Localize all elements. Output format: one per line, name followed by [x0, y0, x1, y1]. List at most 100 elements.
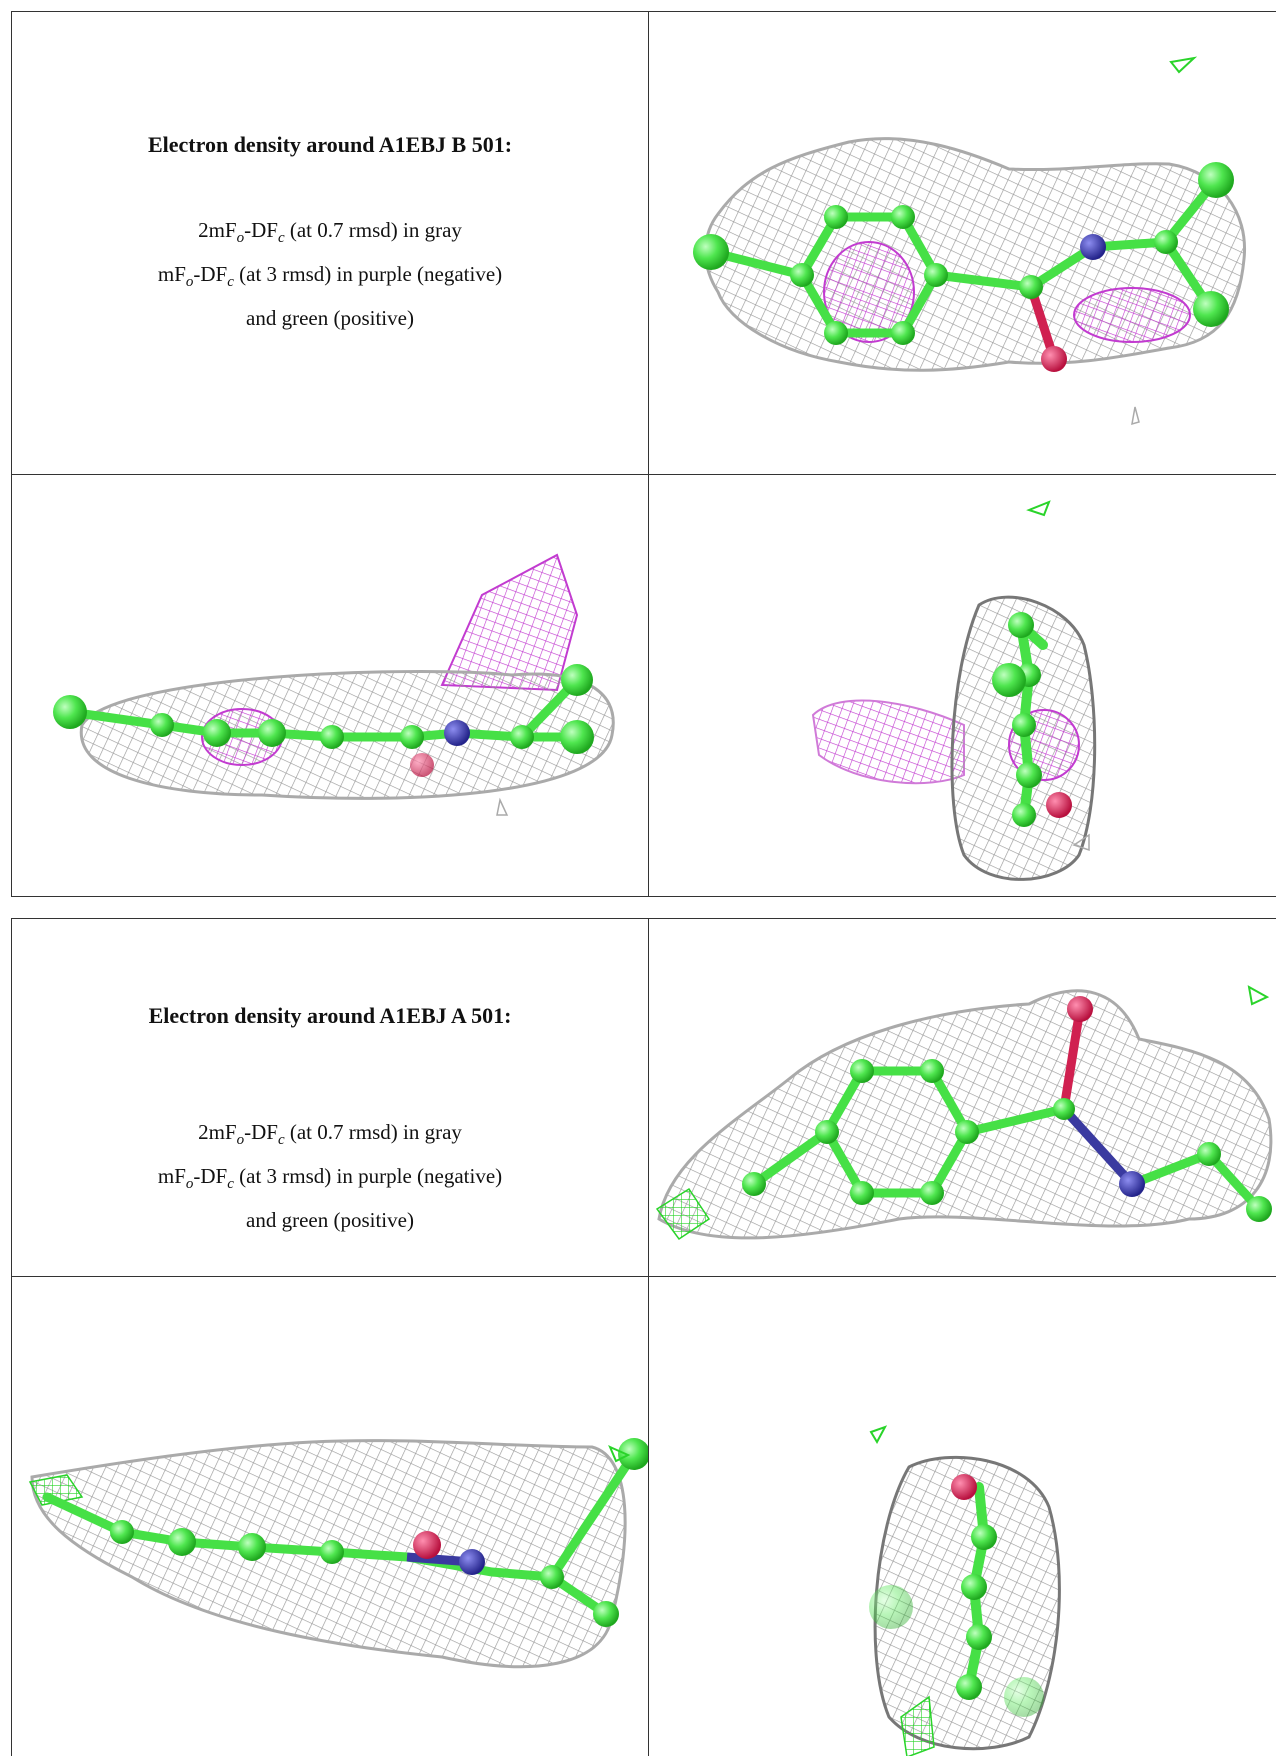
mesh-shape — [320, 1540, 344, 1564]
mesh-shape — [203, 719, 231, 747]
mesh-shape — [440, 553, 579, 692]
mesh-shape — [150, 713, 174, 737]
mesh-shape — [1019, 275, 1043, 299]
mesh-shape — [1046, 792, 1072, 818]
mesh-shape — [742, 1172, 766, 1196]
mesh-shape — [1060, 1105, 1136, 1188]
mesh-shape — [1026, 500, 1051, 517]
mesh-shape — [110, 1520, 134, 1544]
mesh-shape — [900, 1695, 935, 1756]
mesh-shape — [110, 1438, 649, 1627]
subscript: o — [185, 274, 194, 291]
mesh-shape — [1072, 833, 1090, 852]
text-cell: Electron density around A1EBJ A 501: 2mF… — [11, 918, 649, 1277]
legend-line: and green (positive) — [12, 1202, 648, 1238]
mesh-shape — [1008, 612, 1034, 638]
subscript: o — [185, 1176, 194, 1193]
mesh-shape — [400, 725, 424, 749]
mesh-shape — [1004, 1677, 1044, 1717]
legend: 2mFo-DFc (at 0.7 rmsd) in gray mFo-DFc (a… — [12, 212, 648, 336]
mesh-shape — [560, 720, 594, 754]
mesh-shape — [510, 725, 534, 749]
mesh-shape — [1131, 406, 1140, 426]
density-image — [28, 1438, 649, 1669]
legend-line: 2mFo-DFc (at 0.7 rmsd) in gray — [12, 212, 648, 256]
text-cell: Electron density around A1EBJ B 501: 2mF… — [11, 11, 649, 475]
legend-text: (at 3 rmsd) in purple (negative) — [233, 1164, 503, 1189]
mesh-shape — [815, 1120, 839, 1144]
legend-text: -DF — [244, 218, 278, 242]
image-cell — [648, 918, 1276, 1277]
mesh-shape — [53, 695, 87, 729]
subscript: c — [227, 274, 234, 291]
mesh-shape — [1198, 162, 1234, 198]
mesh-shape — [869, 1425, 888, 1445]
mesh-shape — [608, 1445, 631, 1463]
mesh-shape — [593, 1601, 619, 1627]
mesh-shape — [992, 612, 1042, 827]
legend-text: (at 3 rmsd) in purple (negative) — [233, 262, 503, 287]
legend: 2mFo-DFc (at 0.7 rmsd) in gray mFo-DFc (a… — [12, 1114, 648, 1238]
panel-title: Electron density around A1EBJ A 501: — [148, 1003, 512, 1028]
mesh-shape — [238, 1533, 266, 1561]
mesh-shape — [1154, 230, 1178, 254]
mesh-shape — [955, 1120, 979, 1144]
mesh-shape — [1247, 985, 1270, 1006]
mesh-shape — [1053, 1098, 1075, 1120]
density-image — [869, 1425, 1061, 1756]
mesh-shape — [824, 205, 848, 229]
mesh-shape — [971, 1524, 997, 1550]
mesh-shape — [258, 719, 286, 747]
mesh-shape — [811, 699, 965, 785]
density-image — [53, 553, 615, 816]
legend-text: (at 0.7 rmsd) in gray — [284, 218, 462, 242]
mesh-shape — [618, 1438, 649, 1470]
mesh-shape — [1197, 1142, 1221, 1166]
subscript: o — [236, 230, 245, 247]
mesh-shape — [410, 753, 434, 777]
subscript: c — [227, 1176, 234, 1193]
image-cell — [11, 474, 649, 897]
legend-line: mFo-DFc (at 3 rmsd) in purple (negative) — [12, 1158, 648, 1202]
mesh-shape — [924, 263, 948, 287]
mesh-shape — [1246, 1196, 1272, 1222]
density-image — [811, 500, 1097, 881]
mesh-shape — [956, 1524, 997, 1700]
mesh-shape — [790, 263, 814, 287]
mesh-shape — [561, 664, 593, 696]
mesh-shape — [1012, 713, 1036, 737]
image-cell — [648, 1276, 1276, 1756]
mesh-shape — [869, 1585, 913, 1629]
mesh-shape — [1119, 1171, 1145, 1197]
mesh-shape — [1041, 346, 1067, 372]
mesh-shape — [1080, 234, 1106, 260]
mesh-shape — [966, 1624, 992, 1650]
legend-text: and green (positive) — [246, 306, 414, 331]
mesh-shape — [657, 989, 1273, 1240]
mesh-shape — [444, 720, 470, 746]
legend-text: -DF — [244, 1120, 278, 1144]
legend-text: (at 0.7 rmsd) in gray — [284, 1120, 462, 1144]
image-cell — [648, 474, 1276, 897]
image-cell — [648, 11, 1276, 475]
mesh-shape — [1169, 56, 1198, 74]
legend-text: -DF — [193, 1164, 228, 1189]
mesh-shape — [459, 1549, 485, 1575]
density-image — [693, 56, 1247, 426]
mesh-shape — [655, 1187, 711, 1241]
subscript: c — [277, 230, 285, 247]
mesh-shape — [956, 1674, 982, 1700]
image-cell — [11, 1276, 649, 1756]
mesh-shape — [961, 1574, 987, 1600]
mesh-shape — [1193, 291, 1229, 327]
legend-text: 2mF — [198, 1120, 237, 1144]
mesh-shape — [951, 1474, 977, 1500]
mesh-shape — [873, 1455, 1061, 1751]
mesh-shape — [742, 1059, 1272, 1222]
mesh-shape — [850, 1181, 874, 1205]
panel-title: Electron density around A1EBJ B 501: — [147, 132, 513, 157]
mesh-shape — [1073, 287, 1191, 343]
mesh-shape — [413, 1531, 441, 1559]
mesh-shape — [1067, 996, 1093, 1022]
